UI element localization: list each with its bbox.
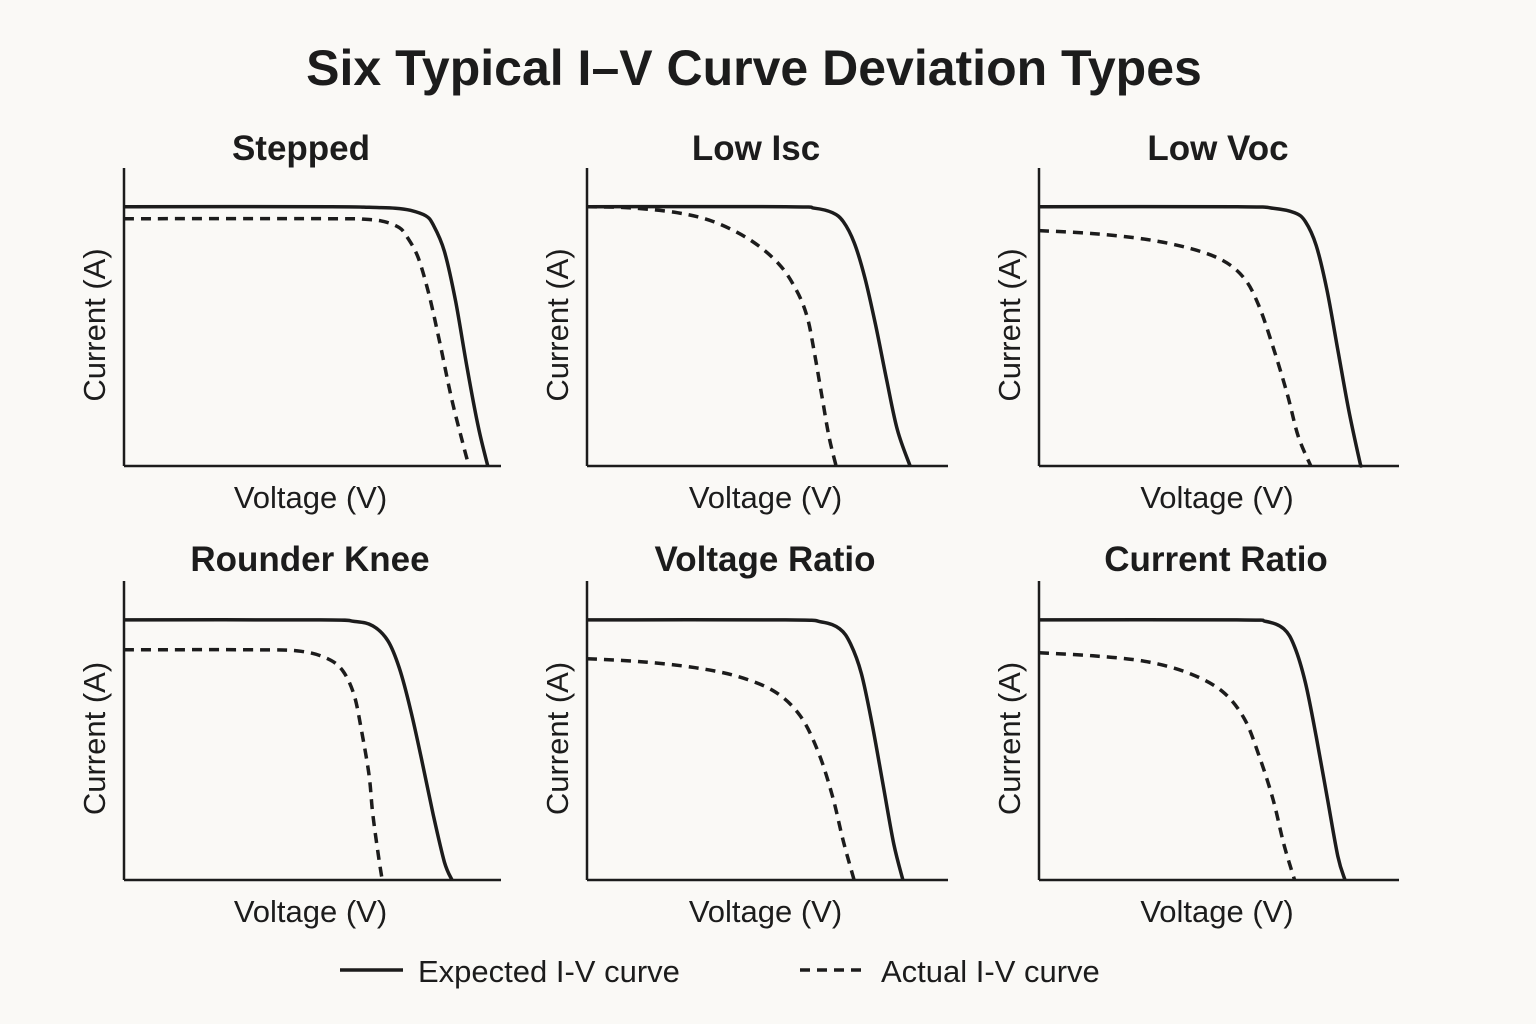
y-axis-label: Current (A) [77,662,112,815]
y-axis-label: Current (A) [992,662,1027,815]
panels: Stepped Voltage (V) Current (A) Low Isc Volt… [77,129,1399,929]
panel-title: Rounder Knee [190,540,429,579]
panel-title: Stepped [232,129,370,168]
legend-expected-label: Expected I-V curve [418,954,680,989]
panel-4: Rounder Knee Voltage (V) Current (A) [77,540,501,929]
panel-1: Stepped Voltage (V) Current (A) [77,129,501,515]
y-axis-label: Current (A) [992,248,1027,401]
x-axis-label: Voltage (V) [234,480,387,515]
y-axis-label: Current (A) [77,248,112,401]
expected-curve [586,204,912,467]
x-axis-label: Voltage (V) [689,480,842,515]
x-axis-label: Voltage (V) [234,894,387,929]
panel-title: Voltage Ratio [654,540,875,579]
expected-curve [123,618,454,881]
panel-title: Current Ratio [1104,540,1328,579]
legend: Expected I-V curve Actual I-V curve [340,954,1100,989]
expected-curve [1038,618,1347,881]
y-axis-label: Current (A) [540,248,575,401]
actual-curve [123,216,471,467]
legend-actual-label: Actual I-V curve [881,954,1100,989]
panel-5: Voltage Ratio Voltage (V) Current (A) [540,540,948,929]
panel-3: Low Voc Voltage (V) Current (A) [992,129,1399,515]
actual-curve [1038,651,1297,881]
actual-curve [586,656,856,881]
actual-curve [586,204,838,467]
panel-title: Low Isc [692,129,820,168]
panel-title: Low Voc [1147,129,1288,168]
x-axis-label: Voltage (V) [689,894,842,929]
panel-2: Low Isc Voltage (V) Current (A) [540,129,948,515]
expected-curve [123,204,490,467]
y-axis-label: Current (A) [540,662,575,815]
actual-curve [1038,228,1313,467]
actual-curve [123,647,384,881]
x-axis-label: Voltage (V) [1140,894,1293,929]
expected-curve [1038,204,1363,468]
figure-title: Six Typical I–V Curve Deviation Types [306,40,1202,96]
x-axis-label: Voltage (V) [1140,480,1293,515]
panel-6: Current Ratio Voltage (V) Current (A) [992,540,1399,929]
expected-curve [586,617,905,881]
